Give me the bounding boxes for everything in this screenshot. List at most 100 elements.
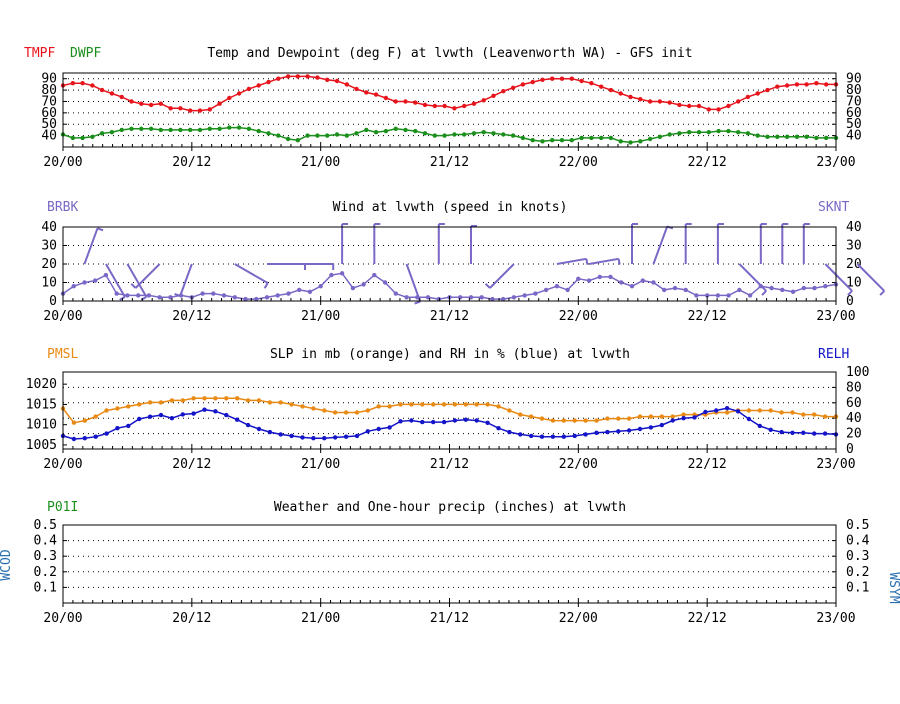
sknt-point [630, 284, 634, 288]
relh-point [605, 430, 609, 434]
relh-point [224, 413, 228, 417]
sknt-point [791, 290, 795, 294]
wind-barb [235, 264, 268, 288]
pmsl-point [475, 402, 479, 406]
relh-point [736, 409, 740, 413]
sknt-point [200, 291, 204, 295]
tmpf-point [824, 82, 828, 86]
dwpf-point [276, 133, 280, 137]
pmsl-point [137, 402, 141, 406]
dwpf-point [599, 136, 603, 140]
x-tick-label: 20/00 [43, 309, 82, 324]
sknt-point [812, 286, 816, 290]
tmpf-point [804, 82, 808, 86]
x-tick-label: 21/12 [430, 309, 469, 324]
x-tick-label: 21/00 [301, 457, 340, 472]
dwpf-point [687, 130, 691, 134]
sknt-point [694, 293, 698, 297]
tmpf-point [433, 104, 437, 108]
dwpf-point [804, 135, 808, 139]
sknt-point [104, 273, 108, 277]
y-tick-label: 60 [846, 396, 862, 411]
sknt-point [769, 286, 773, 290]
tmpf-point [697, 104, 701, 108]
relh-point [529, 434, 533, 438]
wind-panel-title: Wind at lvwth (speed in knots) [333, 200, 568, 215]
y-tick-label: 1010 [26, 418, 57, 433]
relh-point [268, 430, 272, 434]
tmpf-point [814, 81, 818, 85]
sknt-point [340, 271, 344, 275]
pmsl-point [289, 402, 293, 406]
y-tick-label: 90 [41, 72, 57, 87]
tmpf-point [785, 83, 789, 87]
tmpf-point [276, 77, 280, 81]
pmsl-point [518, 412, 522, 416]
relh-series [61, 406, 838, 441]
wind-grid [63, 227, 836, 301]
relh-point [812, 431, 816, 435]
dwpf-point [149, 127, 153, 131]
relh-point [398, 419, 402, 423]
pmsl-point [420, 402, 424, 406]
sknt-point [233, 295, 237, 299]
relh-point [148, 415, 152, 419]
tmpf-point [217, 102, 221, 106]
wind-barb [486, 264, 514, 288]
sknt-point [512, 295, 516, 299]
tmpf-point [736, 99, 740, 103]
relh-point [355, 434, 359, 438]
tmpf-point [110, 91, 114, 95]
tmpf-point [540, 78, 544, 82]
wind-barb [374, 224, 380, 264]
wind-panel: BRBK Wind at lvwth (speed in knots) SKNT… [41, 200, 884, 324]
pmsl-point [758, 408, 762, 412]
sknt-point [565, 288, 569, 292]
relh-point [115, 426, 119, 430]
wind-barbs [84, 224, 884, 304]
pmsl-point [638, 414, 642, 418]
tmpf-point [227, 96, 231, 100]
pmsl-point [649, 414, 653, 418]
tmpf-point [726, 104, 730, 108]
dwpf-point [237, 125, 241, 129]
tmpf-point [296, 74, 300, 78]
dwpf-point [638, 139, 642, 143]
tmpf-point [589, 81, 593, 85]
pmsl-point [72, 421, 76, 425]
x-tick-label: 20/00 [43, 611, 82, 626]
dwpf-point [628, 140, 632, 144]
tmpf-point [765, 88, 769, 92]
tmpf-point [462, 104, 466, 108]
tmpf-point [178, 106, 182, 110]
pmsl-point [333, 410, 337, 414]
dwpf-point [482, 130, 486, 134]
y-tick-label: 0 [846, 294, 854, 309]
sknt-point [619, 280, 623, 284]
tmpf-point [472, 102, 476, 106]
pmsl-point [213, 396, 217, 400]
pmsl-point [355, 410, 359, 414]
pmsl-point [159, 400, 163, 404]
pmsl-point [409, 402, 413, 406]
tmpf-point [550, 77, 554, 81]
relh-point [464, 418, 468, 422]
x-tick-label: 21/00 [301, 611, 340, 626]
dwpf-point [609, 136, 613, 140]
pmsl-point [823, 414, 827, 418]
sknt-point [608, 275, 612, 279]
tmpf-point [71, 81, 75, 85]
slp-panel-title: SLP in mb (orange) and RH in % (blue) at… [270, 347, 630, 362]
relh-point [475, 418, 479, 422]
sknt-point [329, 273, 333, 277]
x-tick-label: 22/12 [688, 155, 727, 170]
tmpf-point [521, 82, 525, 86]
tmpf-point [120, 95, 124, 99]
x-tick-label: 22/12 [688, 309, 727, 324]
tmpf-point [628, 95, 632, 99]
pmsl-point [507, 408, 511, 412]
pmsl-point [148, 400, 152, 404]
relh-point [616, 429, 620, 433]
slp-rh-panel: PMSL SLP in mb (orange) and RH in % (blu… [26, 347, 870, 472]
tmpf-point [716, 107, 720, 111]
